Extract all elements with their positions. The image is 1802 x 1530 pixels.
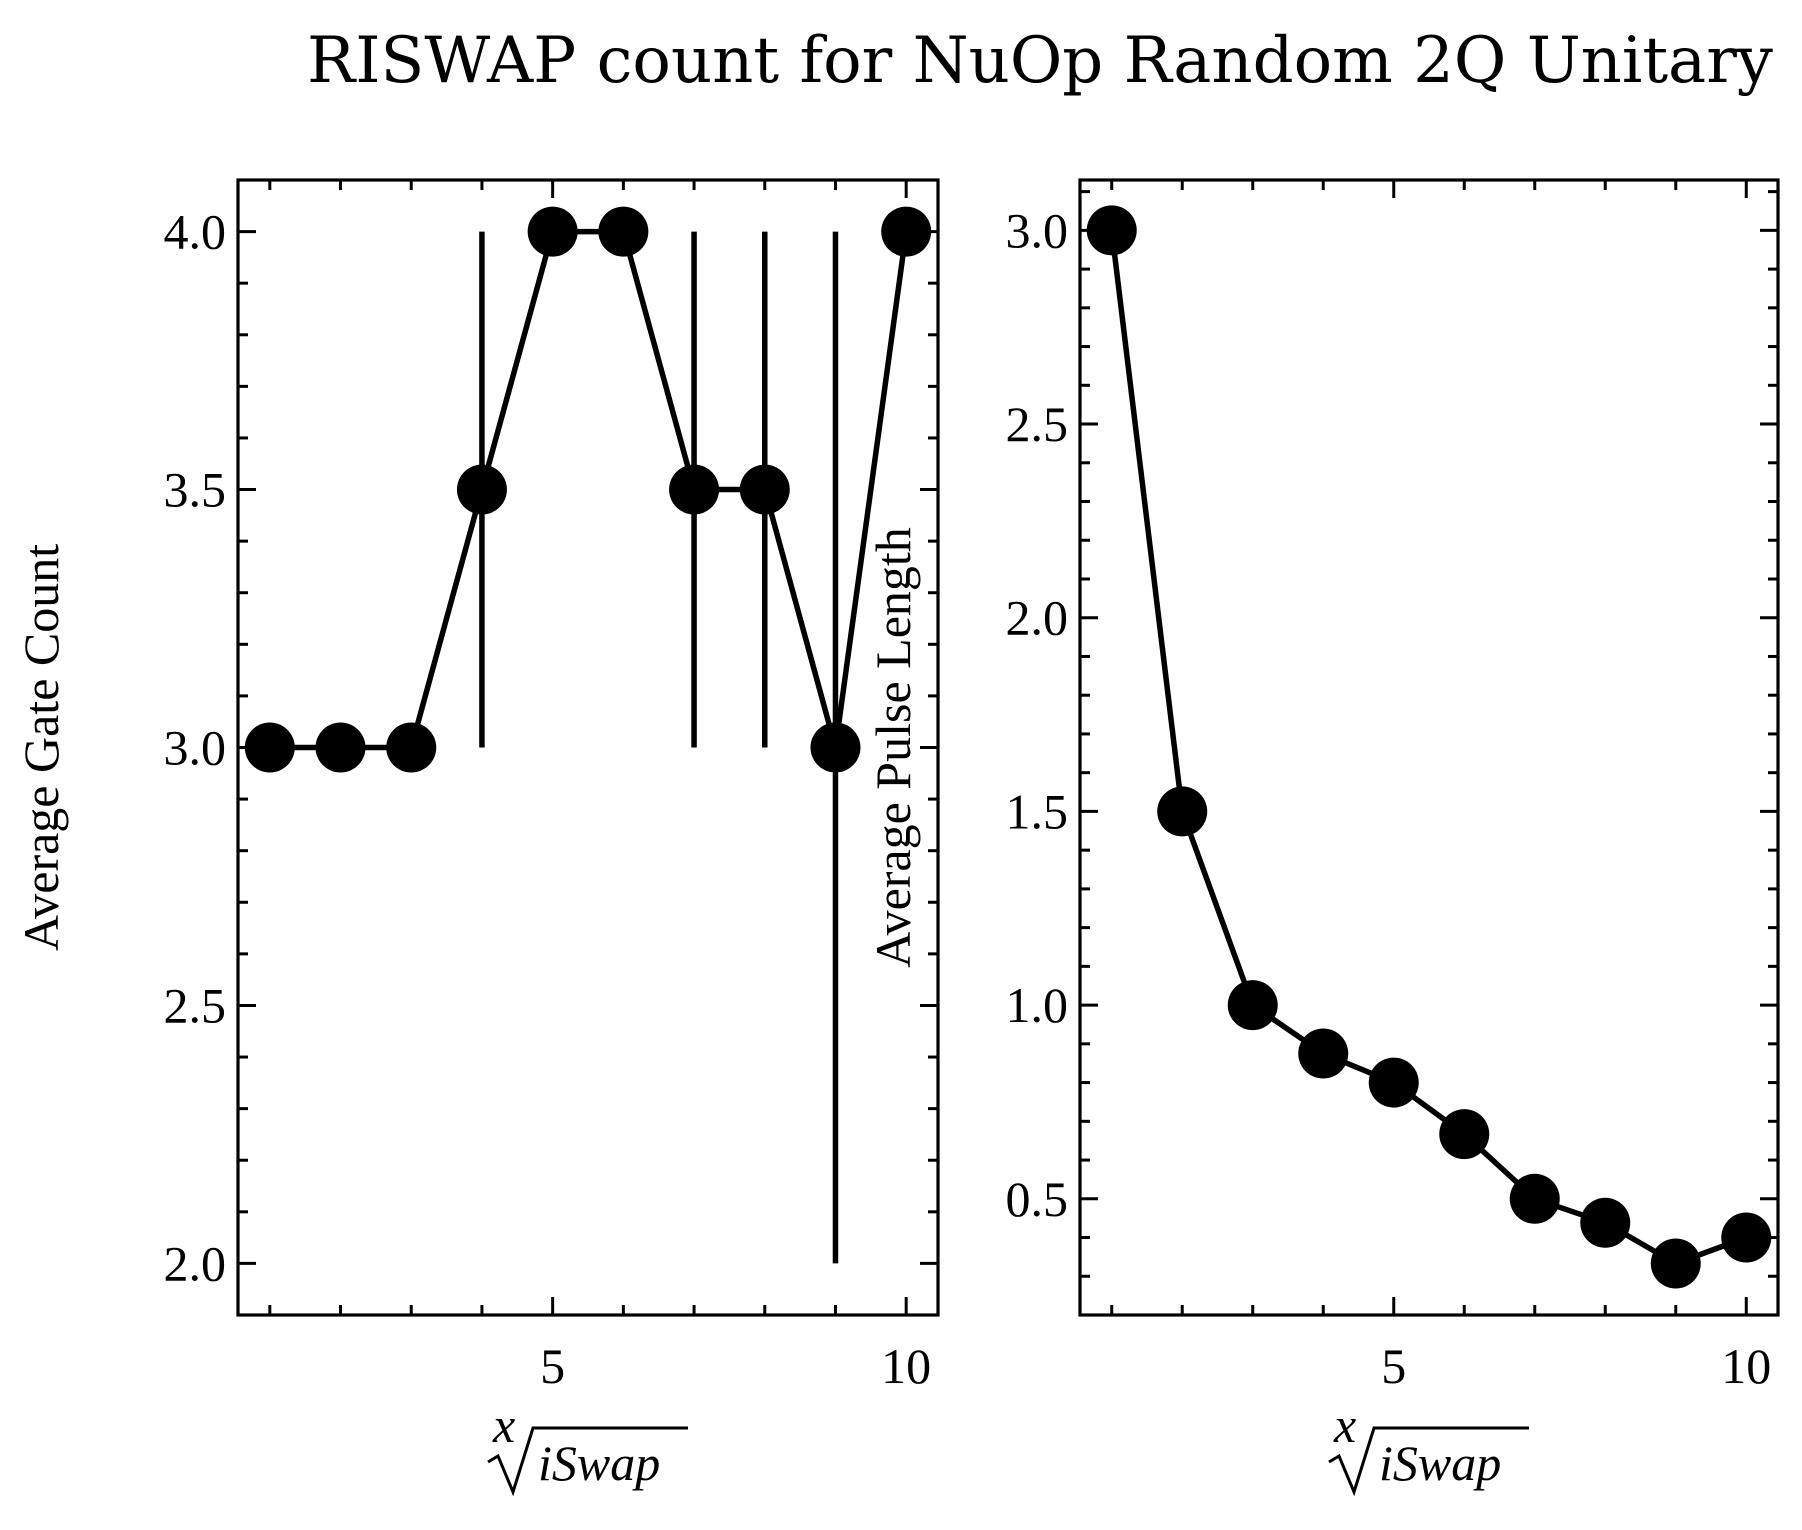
pulse-length-data-point [1368, 1057, 1419, 1108]
gate-count-x-tick-label: 5 [540, 1338, 565, 1394]
pulse-length-y-tick-label: 3.0 [1006, 202, 1069, 258]
gate-count-data-point [315, 722, 366, 773]
pulse-length-y-tick-label: 1.0 [1006, 977, 1069, 1033]
gate-count-y-tick-label: 3.0 [164, 720, 227, 776]
pulse-length-panel: 5 10 0.5 1.0 1.5 2.0 2.5 3.0 Average Pulse Lengt… [865, 178, 1780, 1497]
gate-count-data-point [669, 464, 720, 515]
figure-title: RISWAP count for NuOp Random 2Q Unitary [307, 24, 1773, 98]
gate-count-x-label-radicand: iSwap [538, 1435, 660, 1491]
gate-count-y-tick-label: 3.5 [164, 462, 227, 518]
gate-count-x-label-radical-sign [487, 1426, 688, 1497]
gate-count-series-line [269, 228, 909, 751]
gate-count-y-axis-label: Average Gate Count [13, 544, 69, 951]
pulse-length-data-point [1580, 1197, 1631, 1248]
pulse-length-data-point [1086, 205, 1137, 256]
gate-count-y-tick-label: 2.0 [164, 1235, 227, 1291]
gate-count-data-point [386, 722, 437, 773]
pulse-length-y-tick-label: 0.5 [1006, 1171, 1069, 1227]
gate-count-x-tick-label: 10 [881, 1338, 931, 1394]
gate-count-data-point [527, 206, 578, 257]
gate-count-data-point [598, 206, 649, 257]
pulse-length-data-point [1227, 980, 1278, 1031]
pulse-length-x-label-root-index: x [1333, 1397, 1356, 1453]
pulse-length-x-label-radical-sign [1328, 1426, 1529, 1497]
gate-count-y-tick-label: 2.5 [164, 977, 227, 1033]
pulse-length-axes-frame [1078, 178, 1780, 1317]
pulse-length-series-line [1108, 230, 1748, 1267]
pulse-length-x-label-radicand: iSwap [1379, 1435, 1501, 1491]
pulse-length-data-point [1439, 1109, 1490, 1160]
pulse-length-y-tick-label: 1.5 [1006, 783, 1069, 839]
pulse-length-data-point [1298, 1028, 1349, 1079]
gate-count-panel: 5 10 2.0 2.5 3.0 3.5 4.0 Average Gate Count xiSw… [13, 178, 940, 1497]
pulse-length-data-point [1157, 786, 1208, 837]
pulse-length-data-point [1509, 1173, 1560, 1224]
gate-count-data-point [810, 722, 861, 773]
gate-count-x-label-root-index: x [492, 1397, 515, 1453]
pulse-length-data-point [1721, 1212, 1772, 1263]
pulse-length-x-tick-label: 10 [1721, 1338, 1771, 1394]
pulse-length-y-tick-label: 2.5 [1006, 396, 1069, 452]
pulse-length-y-axis-label: Average Pulse Length [865, 527, 921, 968]
gate-count-y-tick-label: 4.0 [164, 204, 227, 260]
pulse-length-data-point [1650, 1238, 1701, 1289]
gate-count-data-point [244, 722, 295, 773]
pulse-length-x-tick-label: 5 [1381, 1338, 1406, 1394]
gate-count-data-point [456, 464, 507, 515]
pulse-length-y-tick-label: 2.0 [1006, 590, 1069, 646]
gate-count-data-point [739, 464, 790, 515]
gate-count-data-point [881, 206, 932, 257]
